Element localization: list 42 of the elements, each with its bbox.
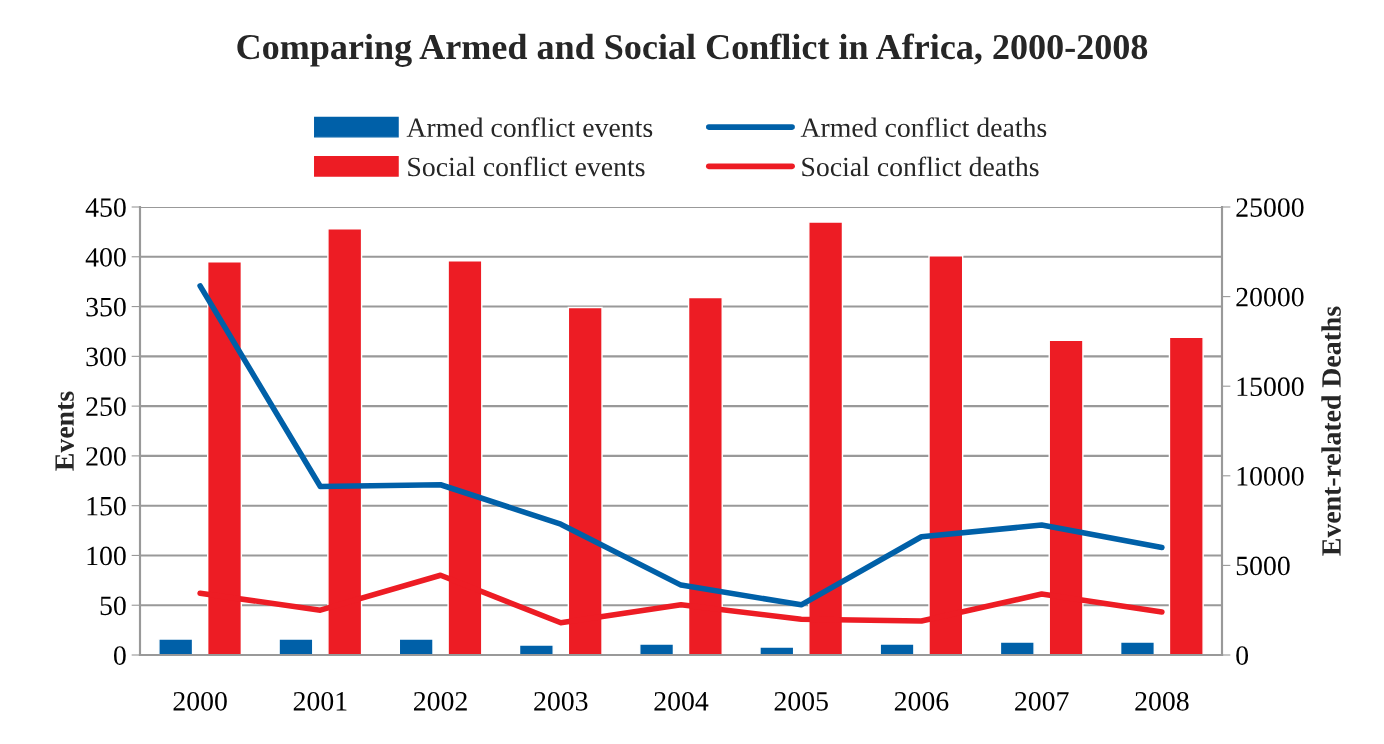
y2-tick-label: 10000 xyxy=(1237,466,1304,486)
legend-label: Armed conflict events xyxy=(406,117,653,138)
y2-tick-label: 20000 xyxy=(1236,287,1304,307)
y2-tick-label: 15000 xyxy=(1237,377,1304,397)
bar xyxy=(158,638,194,655)
chart-title: Comparing Armed and Social Conflict in Africa, 2000-2008 xyxy=(237,33,1148,67)
bar xyxy=(278,638,314,655)
x-tick-label: 2005 xyxy=(774,691,828,711)
y-axis-title: Events xyxy=(55,391,74,471)
y2-tick-label: 5000 xyxy=(1236,556,1290,576)
legend-label: Social conflict deaths xyxy=(802,156,1039,177)
y-tick-label: 300 xyxy=(86,347,126,367)
y2-tick-label: 0 xyxy=(1236,646,1249,665)
x-tick-label: 2008 xyxy=(1135,691,1189,711)
y-tick-label: 0 xyxy=(113,646,126,665)
bar xyxy=(759,646,795,655)
x-tick-label: 2004 xyxy=(654,691,709,711)
y-tick-label: 100 xyxy=(87,546,126,566)
bar xyxy=(398,638,434,655)
bar xyxy=(999,641,1035,655)
y-tick-label: 450 xyxy=(85,198,126,217)
bar xyxy=(1168,336,1204,655)
y-tick-label: 150 xyxy=(87,496,126,516)
y-tick-label: 50 xyxy=(100,596,126,616)
x-tick-label: 2000 xyxy=(173,691,227,711)
y-tick-label: 400 xyxy=(85,247,126,267)
x-tick-label: 2006 xyxy=(894,691,949,711)
bar xyxy=(639,643,675,655)
x-tick-label: 2001 xyxy=(293,691,347,711)
y-tick-label: 200 xyxy=(86,447,126,466)
legend-label: Armed conflict deaths xyxy=(800,117,1047,138)
x-tick-label: 2002 xyxy=(414,691,467,711)
y2-axis-title: Event-related Deaths xyxy=(1321,306,1341,556)
legend-label: Social conflict events xyxy=(408,156,645,177)
y-tick-label: 250 xyxy=(86,397,126,417)
x-tick-label: 2007 xyxy=(1015,691,1069,711)
bar xyxy=(518,644,554,655)
bar xyxy=(1119,641,1156,655)
y2-tick-label: 25000 xyxy=(1236,198,1304,217)
bar xyxy=(879,643,915,655)
y-tick-label: 350 xyxy=(86,297,126,317)
x-tick-label: 2003 xyxy=(534,691,588,711)
